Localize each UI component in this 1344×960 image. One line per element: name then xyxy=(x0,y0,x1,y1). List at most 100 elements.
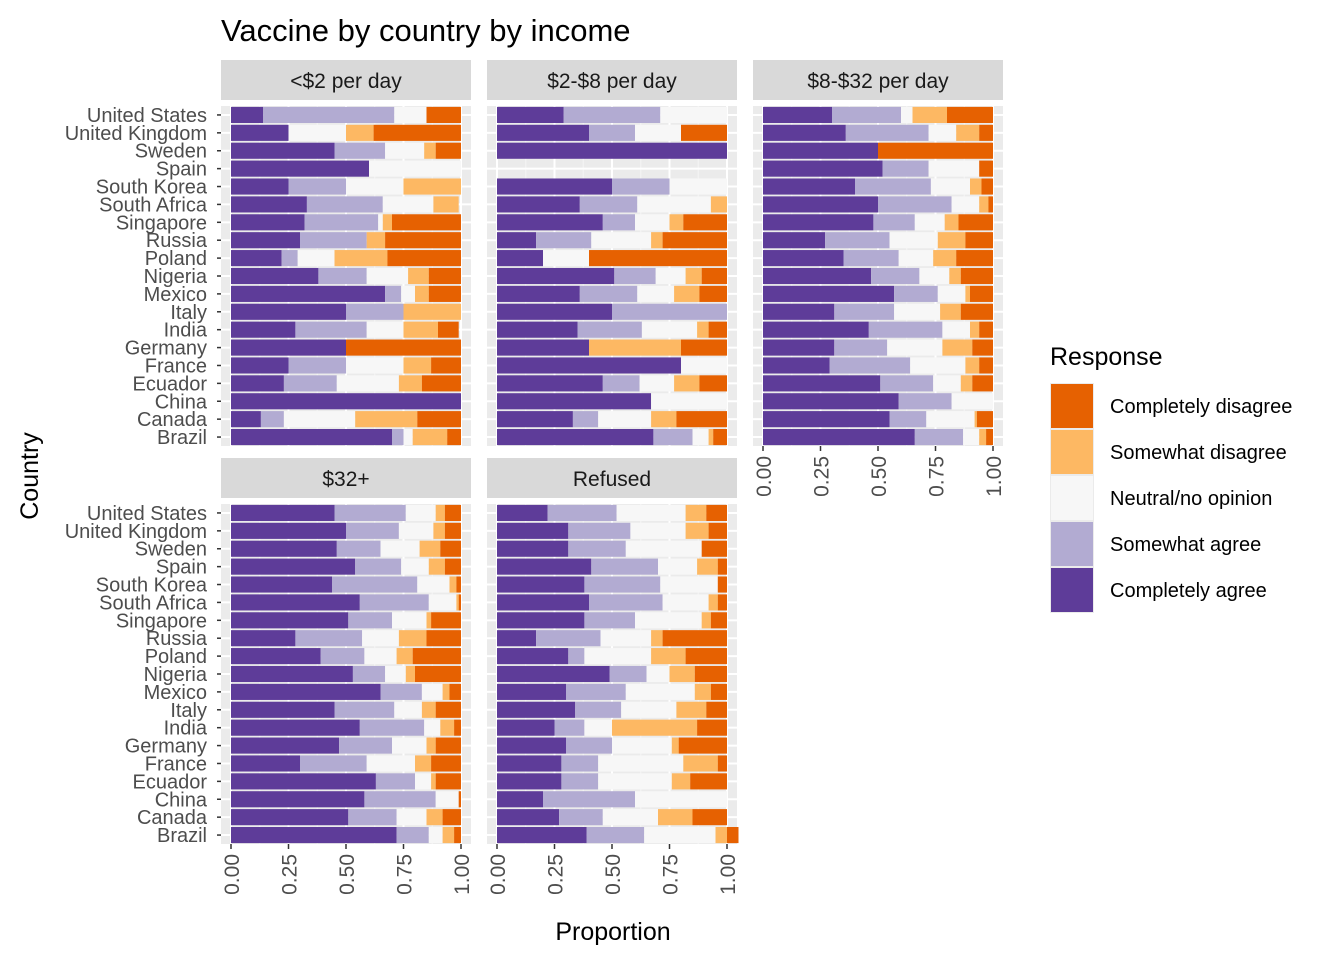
bar-segment xyxy=(387,250,461,267)
bar-segment xyxy=(231,267,319,285)
bar-segment xyxy=(579,285,638,302)
y-tick-label: India xyxy=(164,718,208,740)
bar-segment xyxy=(380,683,422,700)
chart-title: Vaccine by country by income xyxy=(221,13,631,48)
bar-segment xyxy=(497,558,592,575)
bar-segment xyxy=(369,160,461,177)
bar-segment xyxy=(497,719,555,736)
bar-segment xyxy=(543,791,635,808)
bar-segment xyxy=(497,755,562,772)
bar-segment xyxy=(362,630,399,647)
bar-segment xyxy=(332,576,418,593)
bar-segment xyxy=(579,196,638,213)
bar-segment xyxy=(398,375,422,392)
bar-segment xyxy=(825,232,890,249)
bar-segment xyxy=(288,178,346,195)
y-tick-label: Poland xyxy=(145,248,207,270)
bar-segment xyxy=(708,429,714,446)
bar-segment xyxy=(683,755,718,772)
bar-segment xyxy=(710,612,727,629)
bar-segment xyxy=(979,124,993,141)
bar-segment xyxy=(497,630,537,647)
bar-segment xyxy=(421,375,461,392)
bar-segment xyxy=(598,773,672,790)
bar-segment xyxy=(674,285,700,302)
bar-segment xyxy=(394,106,427,123)
bar-segment xyxy=(281,250,298,267)
x-tick-label: 0.75 xyxy=(394,854,417,895)
bar-segment xyxy=(681,124,727,141)
y-tick-label: United Kingdom xyxy=(65,123,207,145)
bar-segment xyxy=(651,232,663,249)
bar-segment xyxy=(584,648,652,665)
bar-segment xyxy=(635,124,681,141)
y-tick-label: Sweden xyxy=(135,539,207,561)
bar-segment xyxy=(612,178,670,195)
bar-segment xyxy=(231,809,349,826)
bar-segment xyxy=(965,357,980,374)
bar-segment xyxy=(713,429,727,446)
bar-segment xyxy=(336,375,399,392)
bar-segment xyxy=(426,612,432,629)
bar-segment xyxy=(637,196,711,213)
bar-segment xyxy=(568,540,626,557)
bar-segment xyxy=(421,683,443,700)
bar-segment xyxy=(366,755,415,772)
bar-segment xyxy=(894,303,941,320)
bar-segment xyxy=(669,178,727,195)
bar-segment xyxy=(412,648,461,665)
bar-segment xyxy=(651,411,677,428)
bar-segment xyxy=(385,285,402,302)
bar-segment xyxy=(951,196,980,213)
bar-segment xyxy=(681,357,727,374)
bar-segment xyxy=(979,321,993,338)
y-tick-label: France xyxy=(145,355,207,377)
y-tick-label: Ecuador xyxy=(133,373,208,395)
bar-segment xyxy=(366,267,409,285)
bar-segment xyxy=(763,375,881,392)
bar-segment xyxy=(497,267,615,285)
bar-segment xyxy=(701,612,711,629)
bar-segment xyxy=(612,719,698,736)
bar-segment xyxy=(231,612,349,629)
bar-segment xyxy=(660,576,718,593)
legend-key xyxy=(1051,476,1093,520)
bar-segment xyxy=(710,196,727,213)
bar-segment xyxy=(433,196,459,213)
bar-segment xyxy=(497,214,603,231)
bar-segment xyxy=(965,232,993,249)
bar-segment xyxy=(951,393,993,410)
bar-segment xyxy=(300,232,367,249)
bar-segment xyxy=(403,303,461,320)
bar-segment xyxy=(887,339,943,356)
bar-segment xyxy=(373,124,461,141)
bar-segment xyxy=(431,357,461,374)
bar-segment xyxy=(231,124,289,141)
x-tick-label: 0.50 xyxy=(868,456,891,497)
x-tick-label: 0.75 xyxy=(926,456,949,497)
bar-segment xyxy=(543,250,589,267)
bar-segment xyxy=(497,250,543,267)
x-tick-label: 0.75 xyxy=(660,854,683,895)
bar-segment xyxy=(346,339,461,356)
bar-segment xyxy=(602,809,658,826)
bar-segment xyxy=(497,106,564,123)
y-tick-label: Russia xyxy=(146,628,208,650)
bar-segment xyxy=(536,630,601,647)
bar-segment xyxy=(635,612,702,629)
bar-segment xyxy=(334,142,386,159)
bar-segment xyxy=(641,321,698,338)
bar-segment xyxy=(231,576,333,593)
bar-segment xyxy=(708,522,727,539)
y-tick-label: India xyxy=(164,320,208,342)
y-tick-label: Brazil xyxy=(157,825,207,847)
bar-segment xyxy=(231,630,296,647)
bar-segment xyxy=(497,612,585,629)
bar-segment xyxy=(727,827,739,844)
bar-segment xyxy=(928,124,957,141)
bar-segment xyxy=(625,540,702,557)
bar-segment xyxy=(392,737,427,754)
y-tick-label: Italy xyxy=(170,700,207,722)
